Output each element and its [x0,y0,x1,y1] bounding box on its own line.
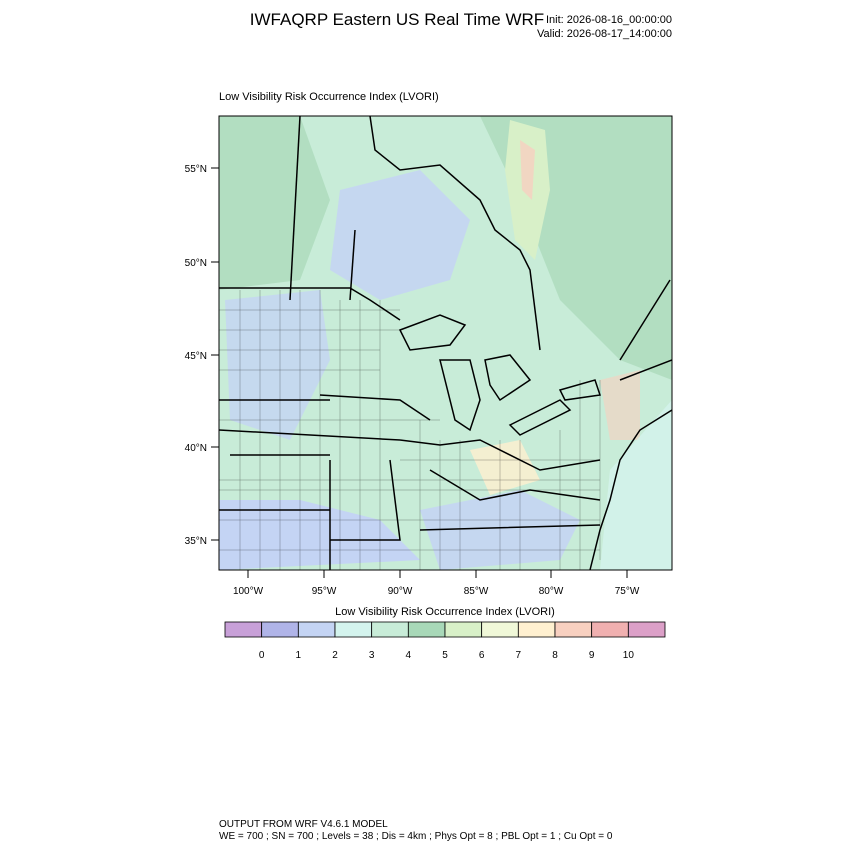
map-frame [218,115,673,571]
lat-label: 55°N [185,164,207,175]
colorbar-label: 3 [369,650,375,661]
lon-label: 90°W [388,586,413,597]
lat-label: 40°N [185,443,207,454]
init-time: Init: 2026-08-16_00:00:00 [546,14,672,26]
lon-label: 80°W [539,586,564,597]
colorbar-box [371,621,409,638]
figure-title: IWFAQRP Eastern US Real Time WRF [250,10,544,29]
colorbar-box [481,621,519,638]
lon-label: 75°W [615,586,640,597]
map-title: Low Visibility Risk Occurrence Index (LV… [219,91,439,103]
colorbar-label: 4 [406,650,412,661]
colorbar-label: 5 [442,650,448,661]
colorbar-label: 7 [516,650,522,661]
colorbar-box [224,621,263,638]
valid-time: Valid: 2026-08-17_14:00:00 [537,28,672,40]
colorbar-box [407,621,446,638]
lon-label: 85°W [464,586,489,597]
lon-label: 95°W [312,586,337,597]
colorbar-label: 10 [623,650,635,661]
lat-label: 45°N [185,351,207,362]
colorbar-box [334,621,373,638]
lat-label: 35°N [185,536,207,547]
colorbar-box [517,621,556,638]
lat-label: 50°N [185,258,207,269]
colorbar-label: 0 [259,650,265,661]
colorbar-box [444,621,483,638]
footer-settings: WE = 700 ; SN = 700 ; Levels = 38 ; Dis … [219,831,613,842]
colorbar-box [627,621,666,638]
colorbar-label: 2 [332,650,338,661]
colorbar-label: 1 [296,650,302,661]
colorbar-title: Low Visibility Risk Occurrence Index (LV… [335,606,555,618]
colorbar-box [554,621,593,638]
lon-label: 100°W [233,586,264,597]
colorbar-box [261,621,299,638]
colorbar-label: 6 [479,650,485,661]
colorbar-label: 8 [552,650,558,661]
colorbar-box [591,621,629,638]
colorbar-box [297,621,336,638]
map-field [219,116,672,570]
footer-model: OUTPUT FROM WRF V4.6.1 MODEL [219,819,388,830]
colorbar-label: 9 [589,650,595,661]
